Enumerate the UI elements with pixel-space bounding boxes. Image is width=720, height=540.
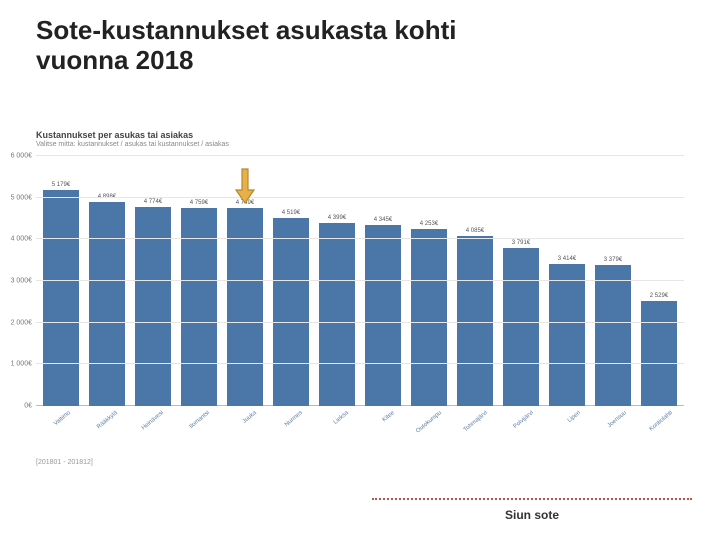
gridline — [36, 155, 684, 156]
bar-wrap: 3 379€ — [592, 156, 634, 406]
bar-wrap: 4 085€ — [454, 156, 496, 406]
bar-wrap: 4 519€ — [270, 156, 312, 406]
chart-plot: 5 179€4 898€4 774€4 759€4 749€4 519€4 39… — [36, 156, 684, 406]
bar-value-label: 4 898€ — [98, 194, 116, 202]
gridline — [36, 197, 684, 198]
x-category-label: Kontiolahti — [649, 410, 674, 433]
slide: Sote-kustannukset asukasta kohti vuonna … — [0, 0, 720, 540]
bar-value-label: 4 759€ — [190, 200, 208, 208]
bar-value-label: 5 179€ — [52, 182, 70, 190]
bar: 4 898€ — [89, 202, 126, 406]
x-category-label: Ilomantsi — [189, 410, 211, 430]
chart-subtitle: Valitse mitta: kustannukset / asukas tai… — [36, 141, 684, 148]
bar-value-label: 3 379€ — [604, 257, 622, 265]
bar-wrap: 4 399€ — [316, 156, 358, 406]
bar: 4 399€ — [319, 223, 356, 406]
x-category-label: Heinävesi — [141, 410, 165, 432]
chart-title: Kustannukset per asukas tai asiakas — [36, 130, 684, 140]
x-category-label: Rääkkylä — [96, 410, 119, 430]
bar-wrap: 5 179€ — [40, 156, 82, 406]
bar: 4 253€ — [411, 229, 448, 406]
chart-area: Kustannukset per asukas tai asiakas Vali… — [36, 130, 684, 460]
bar-value-label: 4 399€ — [328, 215, 346, 223]
bar-wrap: 2 529€ — [638, 156, 680, 406]
bar-value-label: 4 774€ — [144, 199, 162, 207]
gridline — [36, 280, 684, 281]
x-category-label: Lieksa — [333, 410, 350, 426]
bar-wrap: 4 345€ — [362, 156, 404, 406]
footer-divider — [372, 498, 692, 500]
y-tick-label: 4 000€ — [11, 236, 36, 243]
date-range-label: [201801 - 201812] — [36, 459, 93, 466]
x-category-label: Outokumpu — [415, 410, 443, 435]
bar: 4 774€ — [135, 207, 172, 406]
bar-value-label: 2 529€ — [650, 293, 668, 301]
bar-wrap: 4 898€ — [86, 156, 128, 406]
x-axis: Valtimo Rääkkylä Heinävesi Ilomantsi Juuka Nu… — [36, 406, 684, 446]
bar-wrap: 4 774€ — [132, 156, 174, 406]
gridline — [36, 238, 684, 239]
y-tick-label: 2 000€ — [11, 319, 36, 326]
x-category-label: Valtimo — [53, 410, 72, 427]
gridline — [36, 322, 684, 323]
bar-value-label: 4 345€ — [374, 217, 392, 225]
bar: 3 414€ — [549, 264, 586, 406]
bar: 4 345€ — [365, 225, 402, 406]
highlight-arrow-icon — [235, 168, 255, 209]
x-category-label: Juuka — [241, 410, 257, 425]
y-tick-label: 3 000€ — [11, 278, 36, 285]
bars-container: 5 179€4 898€4 774€4 759€4 749€4 519€4 39… — [36, 156, 684, 406]
bar: 3 791€ — [503, 248, 540, 406]
bar-value-label: 4 085€ — [466, 228, 484, 236]
bar-value-label: 4 519€ — [282, 210, 300, 218]
bar-value-label: 3 791€ — [512, 240, 530, 248]
slide-title: Sote-kustannukset asukasta kohti vuonna … — [36, 16, 676, 76]
bar: 3 379€ — [595, 265, 632, 406]
y-tick-label: 5 000€ — [11, 194, 36, 201]
x-category-label: Kitee — [382, 410, 396, 423]
bar: 2 529€ — [641, 301, 678, 406]
bar-value-label: 3 414€ — [558, 256, 576, 264]
x-category-label: Nurmes — [284, 410, 304, 428]
bar-wrap: 4 759€ — [178, 156, 220, 406]
bar-wrap: 3 791€ — [500, 156, 542, 406]
x-category-label: Tohmajärvi — [463, 410, 489, 433]
bar-value-label: 4 253€ — [420, 221, 438, 229]
y-tick-label: 6 000€ — [11, 153, 36, 160]
x-category-label: Joensuu — [606, 410, 627, 429]
footer-brand: Siun sote — [505, 508, 559, 522]
x-category-label: Liperi — [566, 410, 581, 424]
x-category-label: Polvijärvi — [513, 410, 535, 430]
gridline — [36, 363, 684, 364]
bar-wrap: 3 414€ — [546, 156, 588, 406]
bar: 4 519€ — [273, 218, 310, 406]
y-tick-label: 0€ — [24, 403, 36, 410]
bar-wrap: 4 253€ — [408, 156, 450, 406]
bar: 5 179€ — [43, 190, 80, 406]
y-tick-label: 1 000€ — [11, 361, 36, 368]
